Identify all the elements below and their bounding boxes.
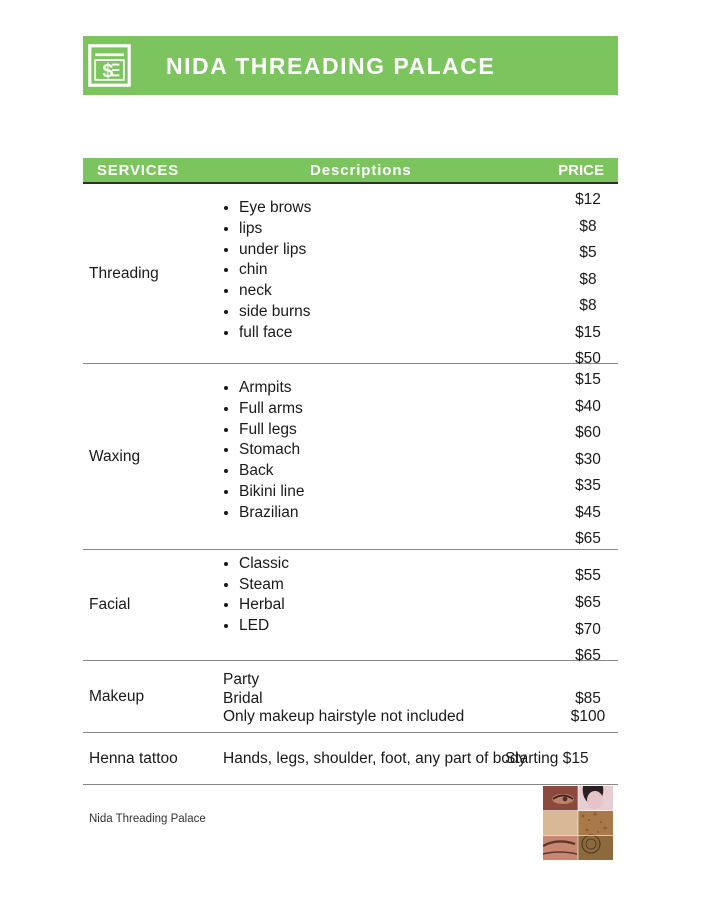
svg-text:$: $ [102,60,113,82]
